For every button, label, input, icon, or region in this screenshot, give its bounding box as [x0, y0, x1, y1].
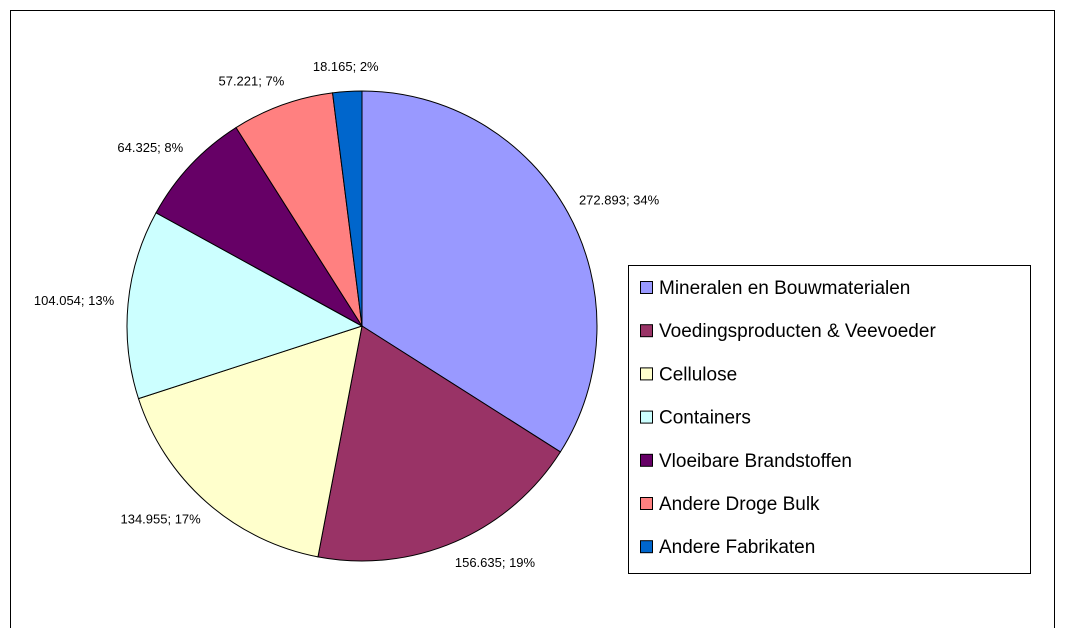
legend-label: Mineralen en Bouwmaterialen — [659, 278, 910, 299]
data-labels: 272.893; 34% 156.635; 19% 134.955; 17% 104.… — [34, 59, 660, 570]
legend-label: Vloeibare Brandstoffen — [659, 451, 852, 472]
data-label: 272.893; 34% — [579, 193, 660, 208]
data-label: 18.165; 2% — [313, 59, 379, 74]
legend-label: Andere Droge Bulk — [659, 494, 820, 515]
pie-slice — [235, 92, 363, 327]
pie — [126, 90, 598, 562]
legend-label: Containers — [659, 408, 751, 429]
data-label: 156.635; 19% — [455, 555, 536, 570]
pie-slice — [331, 90, 363, 327]
legend-label: Andere Fabrikaten — [659, 537, 815, 558]
data-label: 134.955; 17% — [120, 512, 201, 527]
pie-slice — [126, 212, 364, 400]
legend-swatch — [640, 367, 653, 381]
legend — [628, 265, 1031, 574]
legend-label: Voedingsproducten & Veevoeder — [659, 321, 936, 342]
chart-border — [10, 10, 1055, 628]
legend-swatch — [640, 410, 653, 424]
legend-swatch — [640, 281, 653, 294]
legend-swatch — [640, 497, 653, 510]
legend-swatch — [640, 324, 653, 338]
legend-label: Cellulose — [659, 364, 737, 385]
pie-slice — [137, 325, 363, 558]
pie-slice — [361, 90, 598, 453]
data-label: 104.054; 13% — [34, 293, 115, 308]
data-label: 64.325; 8% — [117, 140, 183, 155]
legend-swatch — [640, 453, 653, 467]
pie-slice — [155, 126, 363, 327]
legend-swatch — [640, 540, 653, 554]
legend-items: Mineralen en Bouwmaterialen Voedingsprodu… — [640, 278, 936, 558]
pie-slice — [317, 325, 562, 562]
data-label: 57.221; 7% — [218, 74, 284, 89]
